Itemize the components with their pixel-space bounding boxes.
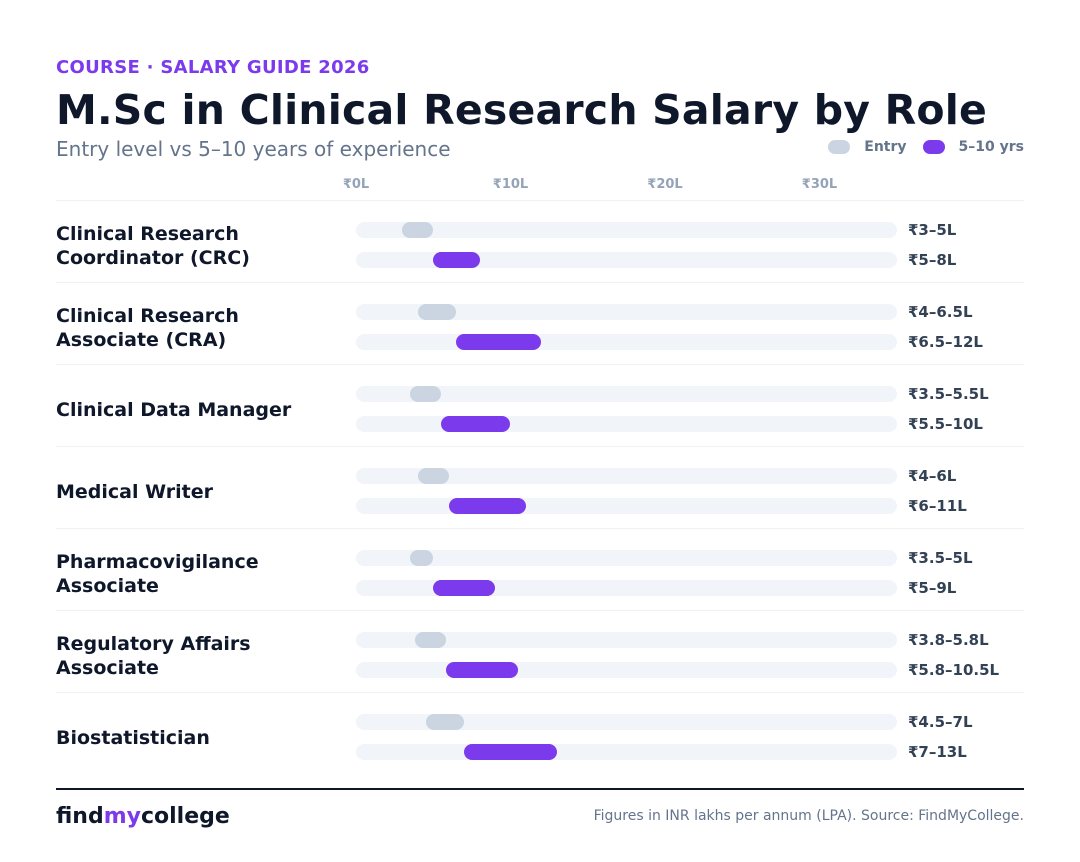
entry-value-label: ₹4–6.5L [908,303,973,321]
exp-bar [433,252,480,268]
exp-bar [448,498,526,514]
row-divider [56,282,1024,283]
legend-exp-swatch [922,140,945,154]
brand-part-find: find [56,804,104,829]
exp-value-label: ₹6.5–12L [908,333,983,351]
exp-value-label: ₹7–13L [908,743,967,761]
entry-track [356,304,897,320]
exp-value-label: ₹6–11L [908,497,967,515]
legend-entry-swatch [828,140,851,154]
role-label: Regulatory Affairs Associate [56,633,251,679]
entry-bar [410,550,434,566]
exp-value-label: ₹5.8–10.5L [908,661,1000,679]
source-note: Figures in INR lakhs per annum (LPA). So… [593,808,1024,824]
brand-part-college: college [140,804,230,829]
entry-track [356,468,897,484]
row-divider [56,610,1024,611]
entry-bar [402,222,434,238]
subtitle: Entry level vs 5–10 years of experience [56,137,451,161]
exp-bar [440,416,511,432]
row-divider [56,692,1024,693]
entry-track [356,714,897,730]
legend-entry-label: Entry [864,139,907,155]
exp-bar [433,580,496,596]
entry-value-label: ₹3.5–5L [908,549,973,567]
entry-bar [425,714,465,730]
row-divider [56,528,1024,529]
entry-bar [417,304,457,320]
exp-track [356,662,897,678]
entry-value-label: ₹4–6L [908,467,957,485]
entry-bar [417,468,449,484]
exp-track [356,334,897,350]
page-title: M.Sc in Clinical Research Salary by Role [56,86,988,134]
entry-value-label: ₹4.5–7L [908,713,973,731]
exp-bar [456,334,542,350]
exp-track [356,498,897,514]
exp-value-label: ₹5–8L [908,251,957,269]
legend-exp-label: 5–10 yrs [958,139,1024,155]
role-label: Biostatistician [56,727,210,749]
chart-top-divider [56,200,1024,201]
exp-bar [464,744,557,760]
entry-track [356,632,897,648]
exp-bar [445,662,519,678]
row-divider [56,446,1024,447]
legend: Entry 5–10 yrs [828,139,1024,155]
role-label: Pharmacovigilance Associate [56,551,259,597]
role-label: Medical Writer [56,481,213,503]
brand-part-my: my [103,804,141,829]
entry-bar [410,386,441,402]
entry-value-label: ₹3.5–5.5L [908,385,989,403]
x-axis-tick: ₹20L [647,177,683,192]
entry-bar [414,632,446,648]
entry-track [356,550,897,566]
row-divider [56,364,1024,365]
role-label: Clinical Data Manager [56,399,292,421]
role-label: Clinical Research Coordinator (CRC) [56,223,250,269]
entry-track [356,222,897,238]
footer-divider [56,788,1024,790]
x-axis-tick: ₹0L [342,177,370,192]
exp-track [356,252,897,268]
exp-track [356,744,897,760]
x-axis-tick: ₹30L [801,177,838,192]
role-label: Clinical Research Associate (CRA) [56,305,239,351]
exp-value-label: ₹5–9L [908,579,957,597]
eyebrow: COURSE · SALARY GUIDE 2026 [56,57,370,78]
brand-logo: findmycollege [56,804,230,829]
x-axis-tick: ₹10L [492,177,529,192]
exp-track [356,416,897,432]
entry-track [356,386,897,402]
exp-value-label: ₹5.5–10L [908,415,983,433]
entry-value-label: ₹3.8–5.8L [908,631,989,649]
entry-value-label: ₹3–5L [908,221,957,239]
